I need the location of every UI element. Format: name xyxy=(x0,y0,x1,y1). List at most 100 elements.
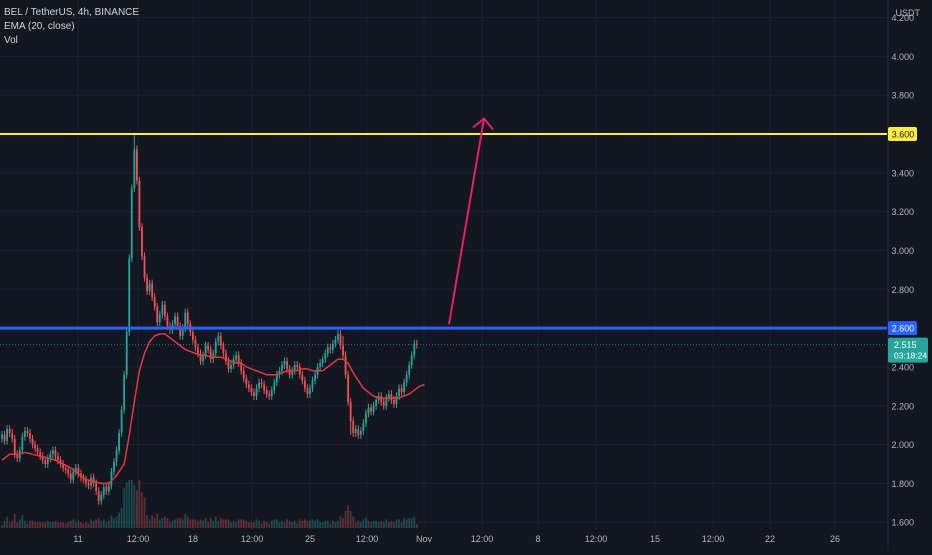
candle-body[interactable] xyxy=(306,388,309,395)
candle-body[interactable] xyxy=(365,413,367,424)
candle-body[interactable] xyxy=(354,429,357,433)
candle-body[interactable] xyxy=(253,392,255,397)
candle-body[interactable] xyxy=(367,407,370,414)
candle-body[interactable] xyxy=(344,355,347,375)
candle-body[interactable] xyxy=(395,396,398,404)
candle-body[interactable] xyxy=(87,483,90,486)
candle-body[interactable] xyxy=(156,306,159,323)
candle-body[interactable] xyxy=(92,477,95,484)
candle-body[interactable] xyxy=(39,452,42,457)
candle-body[interactable] xyxy=(113,462,115,472)
candle-body[interactable] xyxy=(74,467,77,472)
candle-body[interactable] xyxy=(227,361,230,369)
candle-body[interactable] xyxy=(230,365,232,369)
candle-body[interactable] xyxy=(199,353,202,362)
candle-body[interactable] xyxy=(342,345,344,356)
price-axis[interactable] xyxy=(888,0,932,550)
candle-body[interactable] xyxy=(153,297,156,307)
candle-body[interactable] xyxy=(214,341,217,354)
candle-body[interactable] xyxy=(250,388,253,393)
candle-body[interactable] xyxy=(69,473,72,480)
candle-body[interactable] xyxy=(197,347,199,354)
candle-body[interactable] xyxy=(281,365,283,371)
candle-body[interactable] xyxy=(52,450,54,455)
candle-body[interactable] xyxy=(67,469,70,474)
candle-body[interactable] xyxy=(163,304,166,317)
candle-body[interactable] xyxy=(217,335,220,342)
candle-body[interactable] xyxy=(181,328,184,336)
candle-body[interactable] xyxy=(380,396,383,402)
candle-body[interactable] xyxy=(375,399,378,406)
candle-body[interactable] xyxy=(176,316,179,327)
candle-body[interactable] xyxy=(44,460,47,464)
candle-body[interactable] xyxy=(110,471,113,486)
candle-body[interactable] xyxy=(179,326,182,336)
candle-body[interactable] xyxy=(324,353,327,360)
candle-body[interactable] xyxy=(314,374,316,381)
candle-body[interactable] xyxy=(362,423,365,431)
projection-arrow[interactable] xyxy=(448,118,485,325)
candle-body[interactable] xyxy=(77,467,80,474)
symbol-title[interactable]: BEL / TetherUS, 4h, BINANCE xyxy=(4,7,140,18)
candle-body[interactable] xyxy=(321,359,324,364)
candle-body[interactable] xyxy=(408,365,411,375)
candle-body[interactable] xyxy=(296,365,299,367)
candle-body[interactable] xyxy=(1,434,3,439)
candle-body[interactable] xyxy=(21,436,24,451)
ema-indicator-label[interactable]: EMA (20, close) xyxy=(4,21,75,32)
candle-body[interactable] xyxy=(3,434,6,441)
candle-body[interactable] xyxy=(158,314,161,323)
candle-body[interactable] xyxy=(258,382,260,389)
candle-body[interactable] xyxy=(235,355,238,360)
candle-body[interactable] xyxy=(311,380,314,389)
candle-body[interactable] xyxy=(359,431,362,435)
candle-body[interactable] xyxy=(319,363,322,367)
candle-body[interactable] xyxy=(337,333,339,340)
candle-body[interactable] xyxy=(191,332,194,340)
candle-body[interactable] xyxy=(135,149,138,181)
candle-body[interactable] xyxy=(357,429,360,435)
candle-body[interactable] xyxy=(202,355,204,362)
candle-body[interactable] xyxy=(237,355,240,364)
candle-body[interactable] xyxy=(410,355,413,365)
candle-body[interactable] xyxy=(291,370,294,375)
candle-body[interactable] xyxy=(130,188,133,259)
candle-body[interactable] xyxy=(413,343,416,356)
candle-body[interactable] xyxy=(390,394,393,400)
candle-body[interactable] xyxy=(29,432,31,439)
candle-body[interactable] xyxy=(16,454,19,459)
candle-body[interactable] xyxy=(372,405,375,412)
candle-body[interactable] xyxy=(303,380,306,389)
candle-body[interactable] xyxy=(194,339,197,348)
candle-body[interactable] xyxy=(268,394,271,397)
candle-body[interactable] xyxy=(184,312,187,329)
candle-body[interactable] xyxy=(382,401,385,406)
candle-body[interactable] xyxy=(62,464,64,468)
candle-body[interactable] xyxy=(415,343,418,345)
candle-body[interactable] xyxy=(186,312,189,325)
candle-body[interactable] xyxy=(293,365,296,371)
candle-body[interactable] xyxy=(286,361,288,369)
candle-body[interactable] xyxy=(405,374,408,383)
candle-body[interactable] xyxy=(120,409,123,433)
candle-body[interactable] xyxy=(115,450,118,463)
candle-body[interactable] xyxy=(326,347,329,354)
candle-body[interactable] xyxy=(148,283,151,292)
candle-body[interactable] xyxy=(403,382,406,393)
candle-body[interactable] xyxy=(72,471,75,480)
candle-body[interactable] xyxy=(24,431,26,437)
candle-body[interactable] xyxy=(85,479,87,484)
candle-body[interactable] xyxy=(242,370,245,379)
candle-body[interactable] xyxy=(34,444,36,449)
candle-body[interactable] xyxy=(283,361,286,365)
candle-body[interactable] xyxy=(141,227,143,257)
candle-body[interactable] xyxy=(11,432,14,439)
candle-body[interactable] xyxy=(105,487,108,492)
candle-body[interactable] xyxy=(309,388,311,395)
candle-body[interactable] xyxy=(212,353,215,360)
candle-body[interactable] xyxy=(263,384,266,391)
candle-body[interactable] xyxy=(6,429,8,441)
candle-body[interactable] xyxy=(255,388,258,397)
candle-body[interactable] xyxy=(393,399,395,404)
candle-body[interactable] xyxy=(298,366,301,375)
